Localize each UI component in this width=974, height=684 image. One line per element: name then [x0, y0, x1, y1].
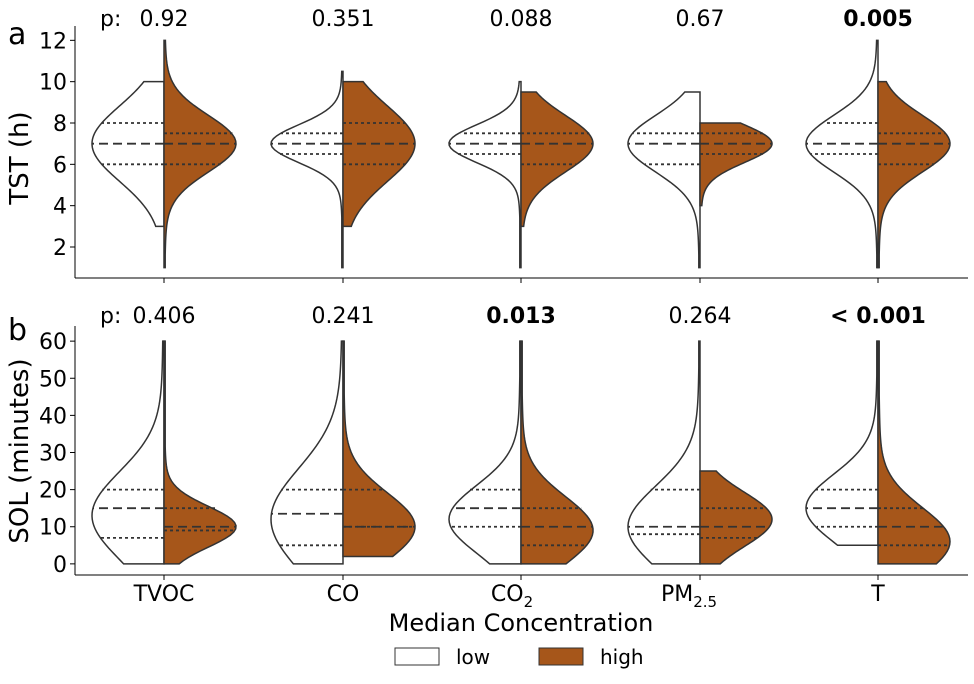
- violin-high-pm25: [699, 470, 773, 565]
- violin-low-co2: [448, 340, 522, 565]
- p-value-label: 0.088: [490, 7, 553, 32]
- legend-label-high: high: [600, 645, 644, 669]
- violin-low-tvoc: [91, 80, 165, 228]
- violin-high-co2: [520, 91, 594, 228]
- panel-a-p-prefix: p:: [100, 7, 121, 32]
- panel-a-ylabel: TST (h): [5, 111, 35, 205]
- violin-high-tvoc: [163, 39, 237, 269]
- p-value-label: 0.351: [312, 7, 375, 32]
- legend-swatch-low: [394, 647, 440, 666]
- x-tick-label-co2-subscript: 2: [524, 593, 534, 611]
- y-tick-label: 60: [39, 330, 67, 355]
- x-tick-label-co2: CO2: [491, 582, 533, 611]
- p-value-label: 0.264: [669, 304, 732, 329]
- x-tick-label-co2-base: CO: [491, 582, 524, 607]
- x-tick-labels: TVOC CO CO2 PM2.5 T: [133, 582, 886, 611]
- violin-low-t: [805, 340, 879, 547]
- p-value-label: < 0.001: [830, 304, 926, 329]
- panel-b-ylabel: SOL (minutes): [5, 358, 35, 543]
- violin-low-co2: [448, 80, 522, 269]
- y-tick-label: 30: [39, 442, 67, 467]
- panel-b-letter: b: [8, 313, 27, 348]
- y-tick-label: 6: [53, 153, 67, 178]
- violin-low-co: [270, 340, 344, 565]
- x-tick-label-pm25: PM2.5: [661, 582, 717, 611]
- y-tick-label: 10: [39, 516, 67, 541]
- violin-high-co: [342, 340, 416, 558]
- y-tick-label: 0: [53, 553, 67, 578]
- p-value-label: 0.67: [676, 7, 725, 32]
- y-tick-label: 10: [39, 71, 67, 96]
- panel-a-letter: a: [8, 17, 26, 52]
- violin-high-co: [342, 80, 416, 228]
- violin-high-t: [877, 80, 951, 269]
- violin-low-tvoc: [91, 340, 165, 565]
- p-value-label: 0.005: [843, 7, 913, 32]
- x-tick-label-pm25-subscript: 2.5: [693, 593, 717, 611]
- x-tick-label-t: T: [870, 582, 885, 607]
- legend-swatch-high: [538, 647, 584, 666]
- panel-a: 2 4 6 8 10 12 0.92 0.351 0.088 0.67 0.005: [39, 7, 968, 283]
- p-value-label: 0.013: [486, 304, 556, 329]
- x-axis-label: Median Concentration: [389, 609, 654, 637]
- x-tick-label-tvoc: TVOC: [133, 582, 195, 607]
- y-tick-label: 8: [53, 112, 67, 137]
- violin-high-co2: [520, 340, 594, 565]
- y-tick-label: 2: [53, 236, 67, 261]
- p-value-label: 0.241: [312, 304, 375, 329]
- legend: low high: [394, 645, 644, 669]
- violin-high-t: [877, 340, 951, 565]
- x-tick-label-pm25-base: PM: [661, 582, 693, 607]
- y-tick-label: 50: [39, 367, 67, 392]
- p-value-label: 0.92: [140, 7, 189, 32]
- violin-low-pm25: [627, 91, 701, 269]
- violin-high-pm25: [699, 122, 773, 207]
- y-tick-label: 4: [53, 195, 67, 220]
- p-value-label: 0.406: [133, 304, 196, 329]
- violin-low-co: [270, 70, 344, 269]
- violin-low-pm25: [627, 340, 701, 565]
- y-tick-label: 12: [39, 29, 67, 54]
- legend-label-low: low: [456, 645, 490, 669]
- y-tick-label: 20: [39, 479, 67, 504]
- y-tick-label: 40: [39, 404, 67, 429]
- panel-b-p-prefix: p:: [100, 304, 121, 329]
- x-tick-label-co: CO: [327, 582, 360, 607]
- panel-b: 0 10 20 30 40 50 60 0.406 0.241 0.013 0.264 < 0.001: [39, 304, 968, 580]
